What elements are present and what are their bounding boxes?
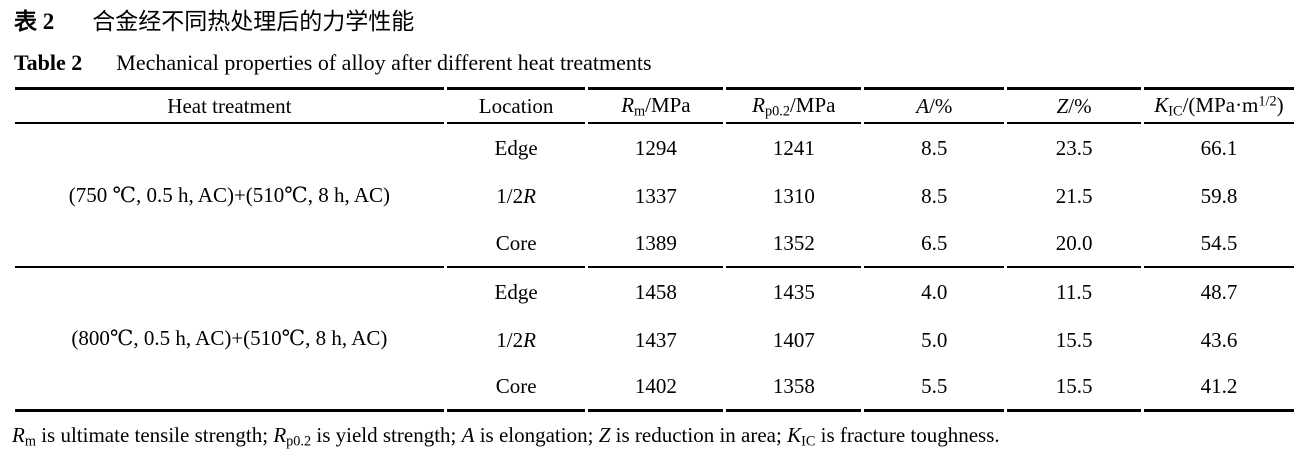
table-title-en: Mechanical properties of alloy after dif… xyxy=(116,49,652,75)
rm-value: 1389 xyxy=(588,220,724,269)
table-body: (750 ℃, 0.5 h, AC)+(510℃, 8 h, AC) Edge … xyxy=(15,124,1294,413)
rm-value: 1402 xyxy=(588,364,724,413)
elongation-value: 8.5 xyxy=(921,183,948,208)
table-row: (800℃, 0.5 h, AC)+(510℃, 8 h, AC) Edge 1… xyxy=(15,268,1294,413)
col-header-elongation: A/% xyxy=(864,87,1005,125)
location-cell: Edge xyxy=(494,135,538,160)
table-number-cn: 表 2 xyxy=(14,9,55,34)
kic-value: 54.5 xyxy=(1143,220,1294,269)
elongation-value: 5.0 xyxy=(921,327,948,352)
table-row: (750 ℃, 0.5 h, AC)+(510℃, 8 h, AC) Edge … xyxy=(15,124,1294,269)
table-title-cn: 合金经不同热处理后的力学性能 xyxy=(92,9,415,34)
footnote-term-z: Z is reduction in area; xyxy=(598,423,788,448)
footnote-term-rm: Rm is ultimate tensile strength; xyxy=(12,423,274,450)
rp02-value: 1310 xyxy=(772,183,815,208)
table-row: Core 1389 1352 6.5 20.0 54.5 xyxy=(15,220,1294,269)
heat-treatment-cell: (750 ℃, 0.5 h, AC)+(510℃, 8 h, AC) xyxy=(15,124,444,269)
kic-value: 59.8 xyxy=(1200,183,1238,208)
heat-treatment-cell: (800℃, 0.5 h, AC)+(510℃, 8 h, AC) xyxy=(15,268,444,413)
elongation-value: 6.5 xyxy=(864,220,1005,269)
reduction-value: 11.5 xyxy=(1056,279,1093,304)
reduction-value: 15.5 xyxy=(1007,364,1141,413)
location-cell: Core xyxy=(446,364,586,413)
table-number-en: Table 2 xyxy=(14,49,83,75)
col-header-rp02: Rp0.2/MPa xyxy=(726,87,862,125)
elongation-value: 5.5 xyxy=(864,364,1005,413)
reduction-value: 15.5 xyxy=(1055,327,1093,352)
col-header-rm: Rm/MPa xyxy=(588,87,724,125)
kic-value: 66.1 xyxy=(1200,135,1238,160)
table-row: 1/2R 1337 1310 8.5 21.5 59.8 xyxy=(15,172,1294,220)
rm-value: 1294 xyxy=(634,135,677,160)
rm-value: 1458 xyxy=(634,279,677,304)
kic-value: 48.7 xyxy=(1200,279,1238,304)
table-caption-chinese: 表 2 合金经不同热处理后的力学性能 xyxy=(14,7,1297,37)
elongation-value: 4.0 xyxy=(921,279,948,304)
location-cell: 1/2R xyxy=(496,327,536,352)
kic-value: 41.2 xyxy=(1143,364,1294,413)
location-cell: 1/2R xyxy=(496,183,536,208)
col-header-heat-treatment: Heat treatment xyxy=(15,87,444,125)
rp02-value: 1435 xyxy=(772,279,815,304)
rp02-value: 1358 xyxy=(726,364,862,413)
table-row: 1/2R 1437 1407 5.0 15.5 43.6 xyxy=(15,316,1294,364)
elongation-value: 8.5 xyxy=(921,135,948,160)
mechanical-properties-table: Heat treatment Location Rm/MPa Rp0.2/MPa… xyxy=(12,87,1297,413)
rp02-value: 1352 xyxy=(726,220,862,269)
col-header-kic: KIC/(MPa·m1/2) xyxy=(1143,87,1294,125)
table-footnote: Rm is ultimate tensile strength; Rp0.2 i… xyxy=(12,422,1297,451)
table-caption-english: Table 2 Mechanical properties of alloy af… xyxy=(14,50,1297,76)
col-header-location: Location xyxy=(446,87,586,125)
location-cell: Edge xyxy=(494,279,538,304)
kic-value: 43.6 xyxy=(1200,327,1238,352)
reduction-value: 23.5 xyxy=(1055,135,1093,160)
table-row: Core 1402 1358 5.5 15.5 41.2 xyxy=(15,364,1294,413)
footnote-term-kic: KIC is fracture toughness. xyxy=(787,423,1000,450)
rp02-value: 1241 xyxy=(772,135,815,160)
rp02-value: 1407 xyxy=(772,327,815,352)
reduction-value: 21.5 xyxy=(1055,183,1093,208)
rm-value: 1337 xyxy=(634,183,677,208)
rm-value: 1437 xyxy=(634,327,677,352)
footnote-term-a: A is elongation; xyxy=(461,423,599,448)
col-header-reduction: Z/% xyxy=(1007,87,1141,125)
location-cell: Core xyxy=(446,220,586,269)
footnote-term-rp02: Rp0.2 is yield strength; xyxy=(273,423,462,450)
table-header-row: Heat treatment Location Rm/MPa Rp0.2/MPa… xyxy=(15,87,1294,125)
reduction-value: 20.0 xyxy=(1007,220,1141,269)
